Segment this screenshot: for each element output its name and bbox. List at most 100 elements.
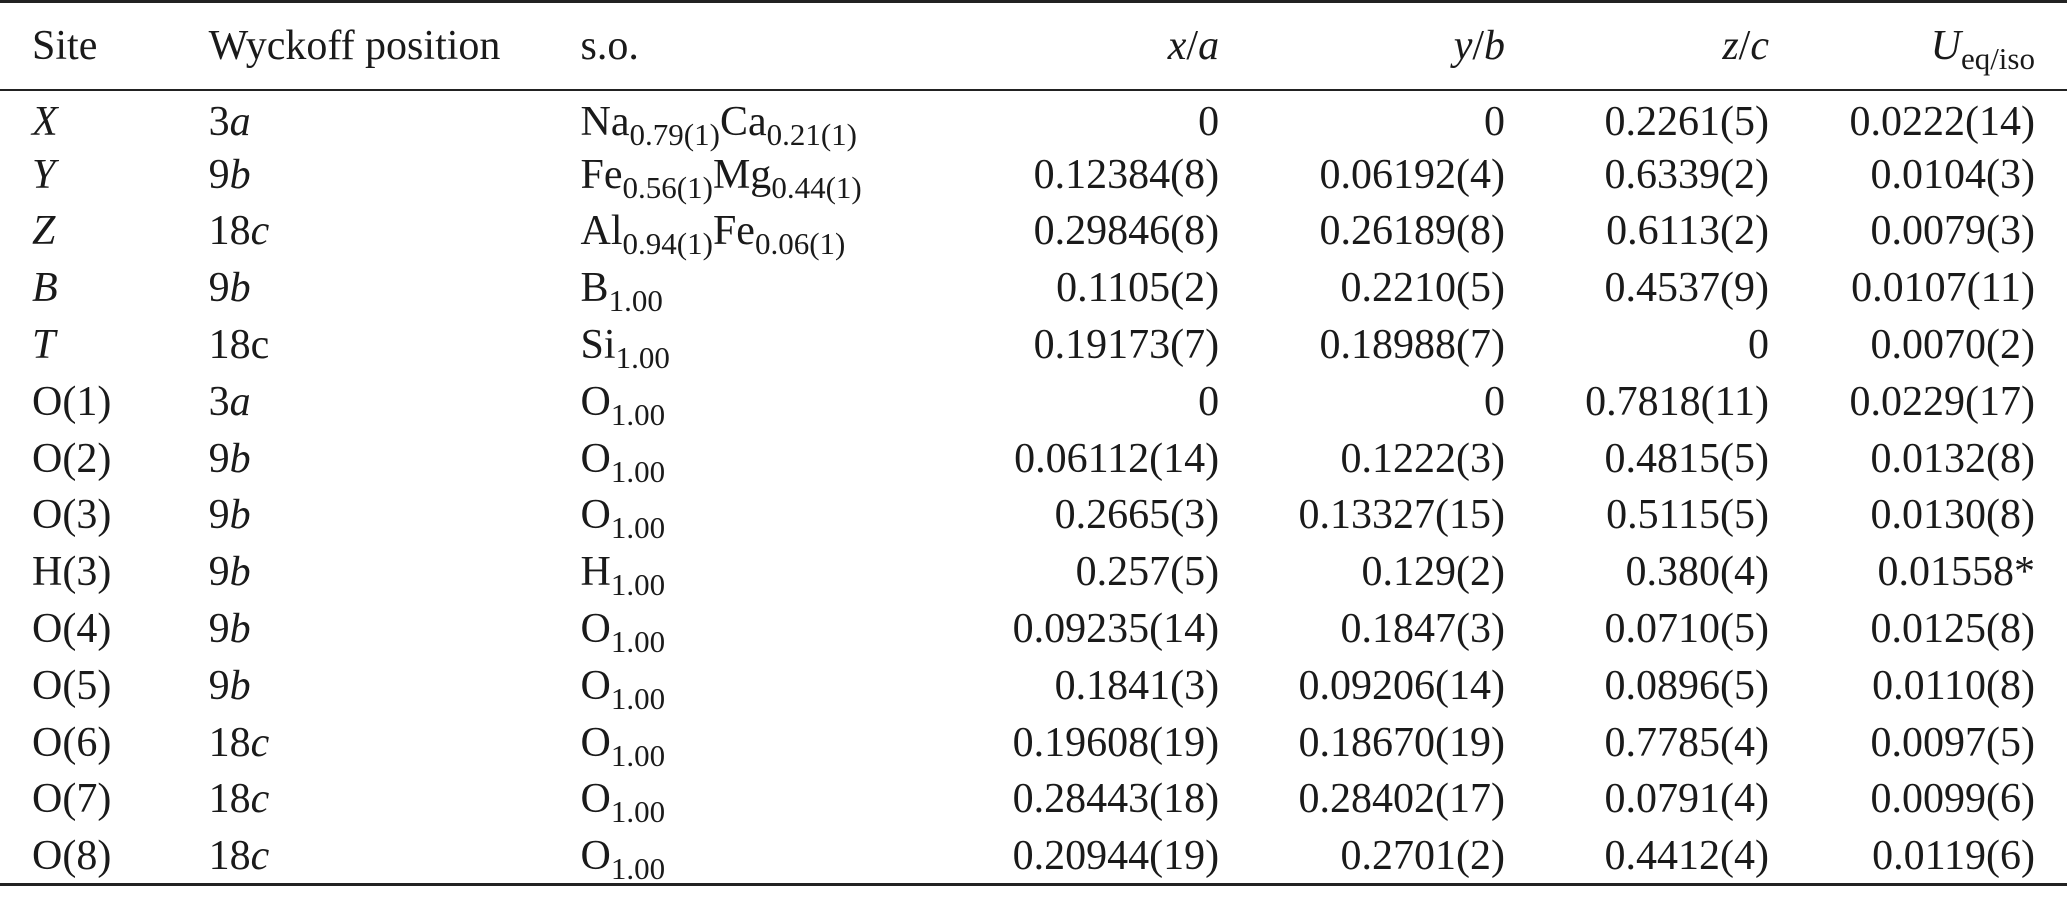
cell-wyckoff-position: 9b [209, 601, 580, 658]
table-row: T 18c Si1.00 0.19173(7) 0.18988(7) 0 0.0070(2) [0, 317, 2067, 374]
cell-u-eq-iso: 0.0097(5) [1870, 719, 2035, 766]
wyckoff-letter: b [229, 549, 251, 596]
table-header: Site Wyckoff position s.o. x/a y/b z/c U… [0, 0, 2067, 91]
table-body: X 3a Na0.79(1)Ca0.21(1) 0 0 0.2261(5) 0.0222(1… [0, 90, 2067, 887]
table-row: O(4) 9b O1.00 0.09235(14) 0.1847(3) 0.0710(5)… [0, 601, 2067, 658]
wyckoff-letter: b [229, 606, 251, 653]
cell-x-over-a: 0 [1198, 99, 1220, 146]
header-y-slash: / [1472, 22, 1485, 69]
cell-y-over-b: 0.09206(14) [1298, 662, 1506, 709]
table-row: X 3a Na0.79(1)Ca0.21(1) 0 0 0.2261(5) 0.0222(1… [0, 90, 2067, 150]
site-label: O(3) [32, 492, 112, 539]
site-label: Z [32, 208, 56, 255]
table-row: O(2) 9b O1.00 0.06112(14) 0.1222(3) 0.4815(5)… [0, 430, 2067, 487]
site-label: O(5) [32, 662, 112, 709]
wyckoff-letter: c [250, 322, 270, 369]
cell-u-eq-iso: 0.0079(3) [1870, 208, 2035, 255]
site-label: O(8) [32, 832, 112, 879]
cell-site-occupancy: H1.00 [580, 544, 964, 601]
cell-y-over-b: 0.2210(5) [1340, 265, 1506, 312]
table-row: O(3) 9b O1.00 0.2665(3) 0.13327(15) 0.5115(5)… [0, 487, 2067, 544]
cell-y-over-b: 0 [1484, 378, 1506, 425]
occupancy-fraction: 1.00 [608, 283, 663, 319]
cell-site: B [0, 260, 209, 317]
cell-wyckoff-position: 9b [209, 260, 580, 317]
cell-x-over-a: 0.257(5) [1075, 549, 1220, 596]
wyckoff-multiplicity: 18 [208, 322, 251, 369]
cell-wyckoff-position: 3a [209, 373, 580, 430]
wyckoff-multiplicity: 3 [208, 99, 230, 146]
cell-y-over-b: 0.1847(3) [1340, 606, 1506, 653]
wyckoff-letter: b [229, 151, 251, 198]
header-y-over-b: y/b [1219, 0, 1507, 91]
occupancy-element: H [580, 549, 611, 596]
occupancy-fraction: 0.44(1) [771, 169, 862, 205]
cell-x-over-a: 0.20944(19) [963, 827, 1220, 887]
cell-wyckoff-position: 9b [209, 544, 580, 601]
cell-site: O(8) [0, 827, 209, 887]
wyckoff-multiplicity: 3 [208, 378, 230, 425]
cell-site: Y [0, 146, 209, 203]
header-x-var: x [1167, 22, 1187, 69]
cell-z-over-c: 0.4815(5) [1604, 435, 1769, 482]
cell-z-over-c: 0.7818(11) [1585, 378, 1769, 425]
occupancy-element: O [580, 606, 611, 653]
wyckoff-multiplicity: 9 [208, 435, 230, 482]
occupancy-element: Na [580, 99, 630, 146]
cell-z-over-c: 0.0896(5) [1604, 662, 1769, 709]
cell-wyckoff-position: 3a [209, 90, 580, 147]
occupancy-element: Mg [712, 151, 772, 198]
cell-u-eq-iso: 0.0104(3) [1870, 151, 2035, 198]
occupancy-fraction: 0.79(1) [629, 117, 720, 153]
wyckoff-letter: a [229, 99, 251, 146]
cell-site: X [0, 90, 209, 147]
occupancy-element: Fe [580, 151, 623, 198]
occupancy-fraction: 0.94(1) [622, 226, 713, 262]
cell-u-eq-iso: 0.0132(8) [1870, 435, 2035, 482]
cell-z-over-c: 0.5115(5) [1606, 492, 1769, 539]
occupancy-fraction: 1.00 [610, 737, 666, 773]
cell-site-occupancy: O1.00 [580, 771, 964, 828]
table-row: H(3) 9b H1.00 0.257(5) 0.129(2) 0.380(4) 0.015… [0, 544, 2067, 601]
wyckoff-multiplicity: 18 [208, 208, 251, 255]
wyckoff-letter: c [250, 832, 270, 879]
occupancy-element: Si [580, 322, 616, 369]
cell-x-over-a: 0.28443(18) [1012, 776, 1220, 823]
cell-site-occupancy: O1.00 [580, 430, 964, 487]
cell-y-over-b: 0.28402(17) [1298, 776, 1506, 823]
cell-x-over-a: 0.1105(2) [1056, 265, 1220, 312]
cell-y-over-b: 0.06192(4) [1319, 151, 1506, 198]
occupancy-element: O [580, 492, 611, 539]
occupancy-fraction: 1.00 [610, 396, 666, 432]
cell-site-occupancy: O1.00 [579, 827, 964, 887]
header-x-slash: / [1186, 22, 1199, 69]
cell-x-over-a: 0.19608(19) [1012, 719, 1220, 766]
cell-z-over-c: 0.0710(5) [1604, 606, 1769, 653]
site-label: H(3) [32, 549, 112, 596]
cell-y-over-b: 0 [1484, 99, 1506, 146]
occupancy-element: O [580, 378, 611, 425]
cell-site-occupancy: O1.00 [580, 373, 964, 430]
cell-z-over-c: 0.380(4) [1625, 549, 1769, 596]
cell-x-over-a: 0.19173(7) [1033, 322, 1220, 369]
cell-site-occupancy: O1.00 [580, 487, 964, 544]
cell-y-over-b: 0.13327(15) [1298, 492, 1506, 539]
cell-u-eq-iso: 0.01558* [1877, 549, 2036, 596]
wyckoff-letter: b [229, 435, 251, 482]
header-x-den: a [1198, 22, 1220, 69]
cell-site-occupancy: O1.00 [580, 714, 964, 771]
cell-z-over-c: 0.0791(4) [1604, 776, 1769, 823]
header-z-over-c: z/c [1506, 0, 1770, 91]
occupancy-fraction: 0.06(1) [754, 226, 846, 262]
cell-site-occupancy: Fe0.56(1)Mg0.44(1) [580, 146, 964, 203]
occupancy-element: O [580, 776, 611, 823]
site-label: O(2) [32, 435, 112, 482]
header-u-eq-iso: Ueq/iso [1770, 0, 2067, 91]
cell-wyckoff-position: 18c [209, 771, 580, 828]
cell-site: O(2) [0, 430, 209, 487]
wyckoff-multiplicity: 18 [208, 832, 251, 879]
wyckoff-multiplicity: 9 [208, 265, 230, 312]
table-row: O(7) 18c O1.00 0.28443(18) 0.28402(17) 0.0791… [0, 771, 2067, 828]
wyckoff-multiplicity: 18 [208, 719, 251, 766]
